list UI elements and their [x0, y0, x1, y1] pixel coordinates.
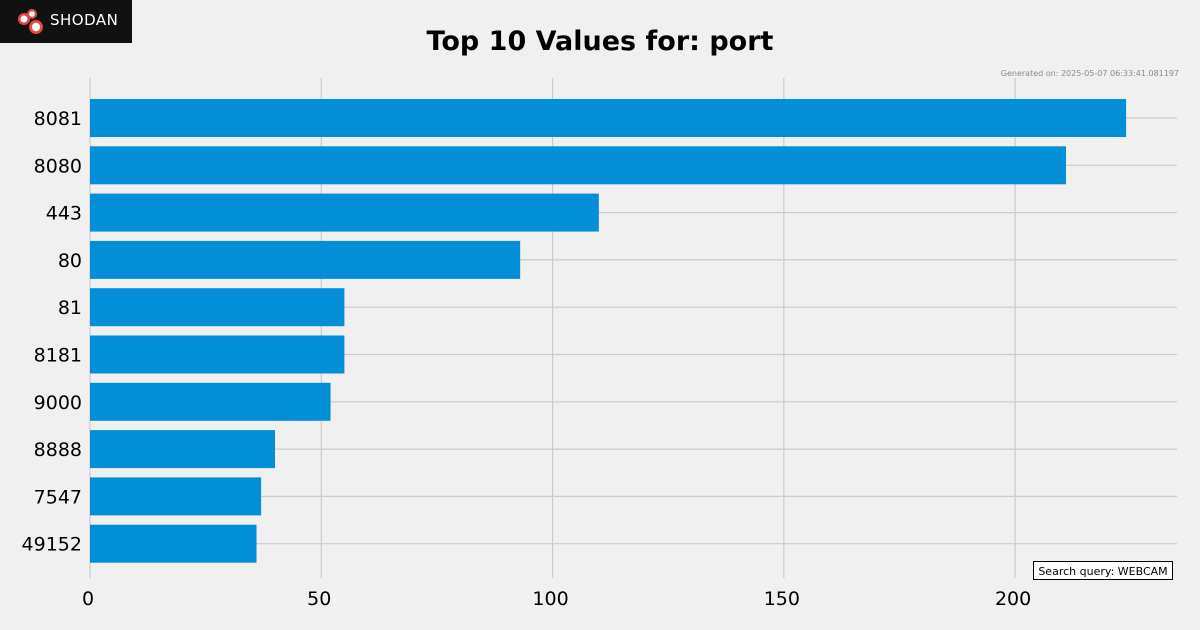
bar-8081 [90, 99, 1127, 137]
x-tick-label: 50 [307, 588, 331, 610]
generated-timestamp: Generated on: 2025-05-07 06:33:41.081197 [1000, 69, 1179, 78]
shodan-logo-icon [18, 9, 43, 34]
x-tick-label: 200 [995, 588, 1031, 610]
y-tick-label: 8181 [34, 345, 82, 367]
bar-443 [90, 193, 599, 232]
y-tick-label: 81 [58, 297, 82, 319]
bar-80 [90, 240, 521, 279]
chart-title: Top 10 Values for: port [426, 26, 774, 57]
y-tick-label: 7547 [34, 486, 82, 508]
bar-8181 [90, 335, 345, 374]
shodan-logo[interactable]: SHODAN [0, 0, 132, 43]
x-tick-label: 0 [82, 588, 94, 610]
y-tick-label: 9000 [34, 392, 82, 414]
bar-81 [90, 288, 345, 327]
y-tick-label: 8080 [34, 155, 82, 177]
y-tick-label: 8081 [34, 108, 82, 130]
logo-text: SHODAN [50, 11, 119, 29]
bar-7547 [90, 477, 262, 516]
y-tick-label: 8888 [34, 439, 82, 461]
bar-49152 [90, 524, 257, 563]
y-tick-label: 80 [58, 250, 82, 272]
search-query-box: Search query: WEBCAM [1033, 561, 1173, 580]
bar-9000 [90, 382, 331, 421]
y-tick-label: 49152 [22, 534, 82, 556]
x-tick-label: 100 [532, 588, 568, 610]
bar-8888 [90, 430, 276, 469]
y-tick-label: 443 [46, 203, 82, 225]
x-tick-label: 150 [764, 588, 800, 610]
bar-8080 [90, 146, 1066, 185]
